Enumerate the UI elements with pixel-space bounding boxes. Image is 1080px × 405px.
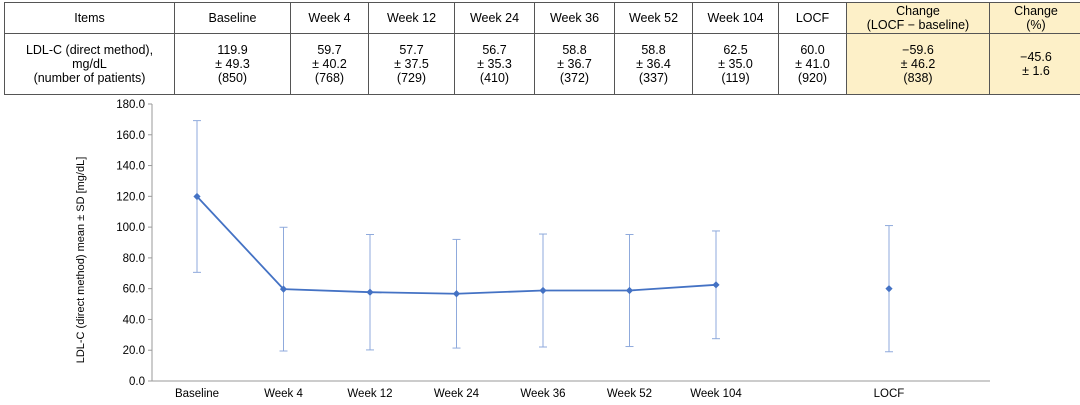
data-point [193,192,201,201]
error-bars [193,120,893,353]
header-week-12: Week 12 [368,2,455,34]
x-tick-label: Baseline [175,388,219,400]
header-week-36: Week 36 [534,2,615,34]
x-tick-label: LOCF [874,388,905,400]
x-tick-label: Week 24 [434,388,480,400]
cell-baseline: 119.9 ± 49.3 (850) [174,33,291,95]
cell-change-abs: −59.6 ± 46.2 (838) [846,33,990,95]
cell-locf: 60.0 ± 41.0 (920) [778,33,847,95]
cell-week-52: 58.8 ± 36.4 (337) [614,33,693,95]
x-tick-label: Week 4 [264,388,303,400]
table-header-row: Items Baseline Week 4 Week 12 Week 24 We… [4,2,1080,34]
header-week-104: Week 104 [692,2,779,34]
y-tick-label: 60.0 [123,284,145,296]
summary-table: Items Baseline Week 4 Week 12 Week 24 We… [4,2,1080,95]
cell-week-104: 62.5 ± 35.0 (119) [692,33,779,95]
x-tick-label: Week 52 [607,388,652,400]
header-week-24: Week 24 [454,2,535,34]
header-locf: LOCF [778,2,847,34]
data-point [885,285,893,293]
ldl-chart: 0.0 20.0 40.0 60.0 80.0 100.0 120.0 140.0 160.0 1… [75,99,990,400]
data-point [712,281,720,289]
data-point [366,288,374,296]
cell-items: LDL-C (direct method), mg/dL (number of … [4,33,175,95]
header-week-4: Week 4 [290,2,369,34]
cell-week-36: 58.8 ± 36.7 (372) [534,33,615,95]
data-point [452,290,461,298]
data-point [625,286,634,295]
y-tick-label: 20.0 [123,345,145,357]
y-tick-label: 180.0 [116,99,145,111]
header-change-pct: Change (%) [989,2,1080,34]
y-axis-title: LDL-C (direct method) mean ± SD [mg/dL] [75,157,87,364]
x-tick-label: Week 104 [690,388,742,400]
x-tick-label: Week 12 [347,388,392,400]
y-tick-label: 0.0 [129,376,145,388]
table-row: LDL-C (direct method), mg/dL (number of … [4,33,1080,95]
y-tick-label: 160.0 [116,130,145,142]
data-point [539,286,547,295]
y-tick-label: 80.0 [123,253,145,265]
y-tick-label: 120.0 [116,191,145,203]
header-change-abs: Change (LOCF − baseline) [846,2,990,34]
cell-week-4: 59.7 ± 40.2 (768) [290,33,369,95]
x-tick-label: Week 36 [520,388,565,400]
header-baseline: Baseline [174,2,291,34]
y-axis: 0.0 20.0 40.0 60.0 80.0 100.0 120.0 140.0 160.0 1… [116,99,153,388]
cell-change-pct: −45.6 ± 1.6 [989,33,1080,95]
cell-week-24: 56.7 ± 35.3 (410) [454,33,535,95]
cell-week-12: 57.7 ± 37.5 (729) [368,33,455,95]
header-week-52: Week 52 [614,2,693,34]
y-tick-label: 40.0 [123,314,145,326]
y-tick-label: 100.0 [116,222,145,234]
x-axis: Baseline Week 4 Week 12 Week 24 Week 36 Week … [152,380,990,400]
header-items: Items [4,2,175,34]
y-tick-label: 140.0 [116,161,145,173]
